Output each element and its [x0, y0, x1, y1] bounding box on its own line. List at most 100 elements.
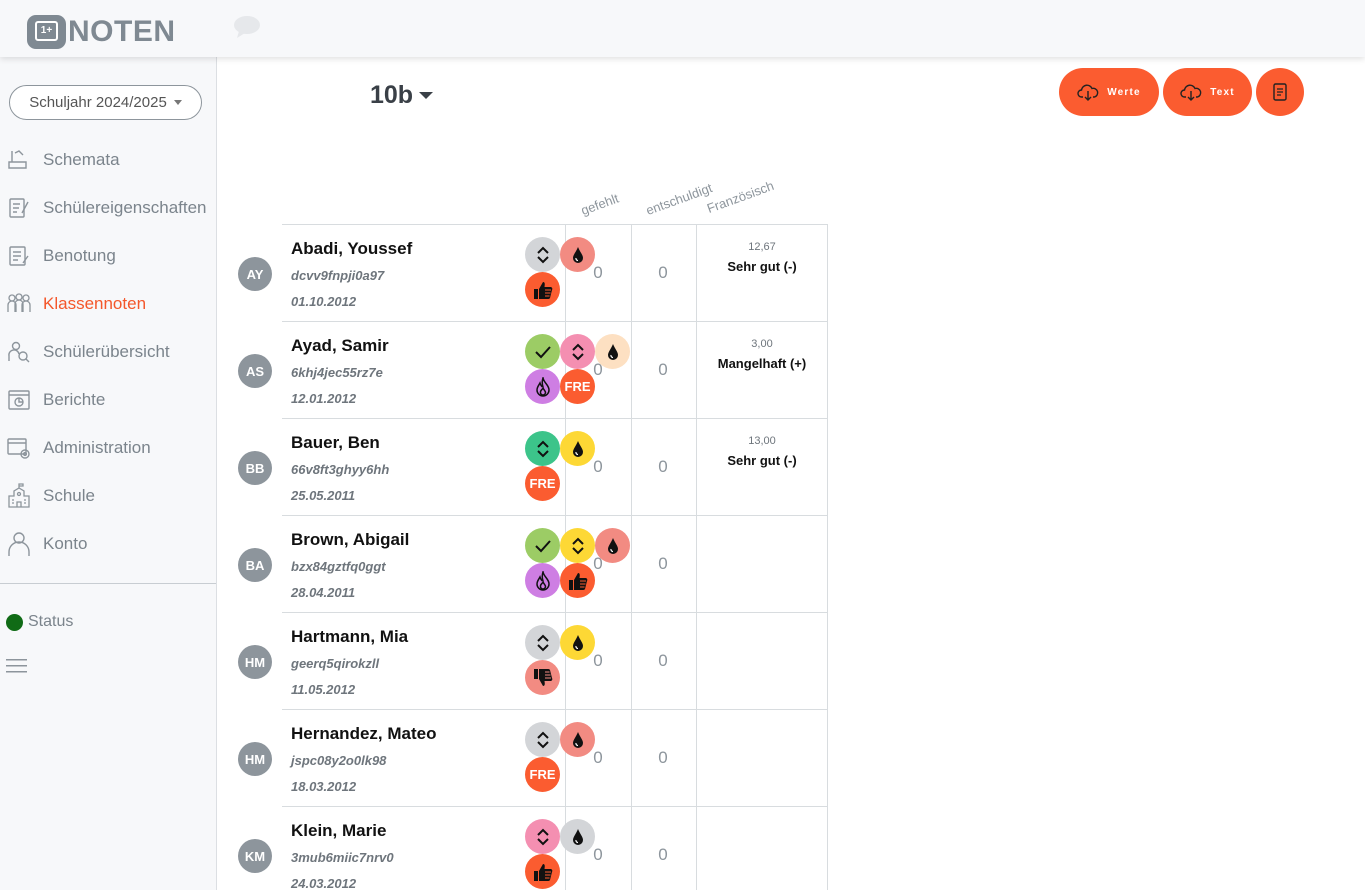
absent-count[interactable]: 0 — [593, 651, 603, 670]
student-name[interactable]: Hernandez, Mateo — [291, 724, 437, 743]
sort-icon[interactable] — [525, 431, 560, 466]
cell-divider — [827, 710, 828, 807]
table-row[interactable]: KM Klein, Marie 3mub6miic7nrv0 24.03.2012 0 0 — [238, 806, 828, 890]
student-name[interactable]: Hartmann, Mia — [291, 627, 409, 646]
cell-divider — [696, 807, 697, 890]
thumbs-up-icon[interactable] — [525, 854, 560, 889]
student-name[interactable]: Abadi, Youssef — [291, 239, 413, 258]
download-values-button[interactable]: Werte — [1059, 68, 1159, 116]
excused-count[interactable]: 0 — [658, 554, 668, 573]
grading-icon — [6, 243, 32, 269]
app-logo[interactable]: 1+ NOTEN — [27, 15, 176, 49]
document-button[interactable] — [1256, 68, 1304, 116]
hamburger-menu-icon[interactable] — [6, 658, 27, 674]
sidebar-item-user[interactable]: Konto — [0, 520, 216, 568]
thumbs-up-icon[interactable] — [525, 272, 560, 307]
subject-badge[interactable]: FRE — [525, 466, 560, 501]
chat-icon[interactable] — [233, 15, 261, 39]
sidebar-item-class-grades[interactable]: Klassennoten — [0, 280, 216, 328]
status-indicator[interactable]: Status — [6, 613, 73, 631]
student-name[interactable]: Ayad, Samir — [291, 336, 389, 355]
student-birthdate: 25.05.2011 — [291, 488, 356, 503]
absent-count[interactable]: 0 — [593, 263, 603, 282]
avatar[interactable]: KM — [238, 839, 272, 873]
drop-icon[interactable] — [560, 431, 595, 466]
student-name[interactable]: Bauer, Ben — [291, 433, 380, 452]
check-icon[interactable] — [525, 528, 560, 563]
sidebar-item-student-search[interactable]: Schülerübersicht — [0, 328, 216, 376]
grade-text[interactable]: Sehr gut (-) — [727, 453, 797, 468]
drop-icon[interactable] — [560, 237, 595, 272]
sort-icon[interactable] — [525, 237, 560, 272]
logo-icon: 1+ — [27, 15, 66, 49]
flame-icon[interactable] — [525, 563, 560, 598]
excused-count[interactable]: 0 — [658, 457, 668, 476]
excused-count[interactable]: 0 — [658, 748, 668, 767]
subject-badge[interactable]: FRE — [560, 369, 595, 404]
cell-divider — [565, 613, 566, 710]
drop-icon[interactable] — [595, 528, 630, 563]
table-row[interactable]: BA Brown, Abigail bzx84gztfq0ggt 28.04.2011… — [238, 515, 828, 613]
excused-count[interactable]: 0 — [658, 360, 668, 379]
sort-icon[interactable] — [560, 528, 595, 563]
table-row[interactable]: AS Ayad, Samir 6khj4jec55rz7e 12.01.2012 0 0 3… — [238, 321, 828, 419]
check-icon[interactable] — [525, 334, 560, 369]
class-name: 10b — [370, 81, 414, 109]
absent-count[interactable]: 0 — [593, 360, 603, 379]
avatar[interactable]: AY — [238, 257, 272, 291]
cell-divider — [565, 710, 566, 807]
sidebar-item-schema[interactable]: Schemata — [0, 136, 216, 184]
student-name[interactable]: Klein, Marie — [291, 821, 387, 840]
absent-count[interactable]: 0 — [593, 748, 603, 767]
chevron-down-icon — [419, 92, 434, 99]
excused-count[interactable]: 0 — [658, 651, 668, 670]
absent-count[interactable]: 0 — [593, 457, 603, 476]
sidebar-item-reports[interactable]: Berichte — [0, 376, 216, 424]
thumbs-up-icon[interactable] — [560, 563, 595, 598]
excused-count[interactable]: 0 — [658, 263, 668, 282]
user-icon — [6, 531, 32, 557]
student-birthdate: 28.04.2011 — [291, 585, 356, 600]
flame-icon[interactable] — [525, 369, 560, 404]
sidebar-item-label: Schülerübersicht — [43, 342, 170, 361]
avatar[interactable]: AS — [238, 354, 272, 388]
sidebar-item-label: Konto — [43, 534, 88, 553]
sidebar-item-admin[interactable]: Administration — [0, 424, 216, 472]
thumbs-down-icon[interactable] — [525, 660, 560, 695]
class-select[interactable]: 10b — [370, 81, 434, 110]
absent-count[interactable]: 0 — [593, 554, 603, 573]
table-row[interactable]: AY Abadi, Youssef dcvv9fnpji0a97 01.10.2012… — [238, 224, 828, 322]
excused-count[interactable]: 0 — [658, 845, 668, 864]
drop-icon[interactable] — [560, 819, 595, 854]
grade-text[interactable]: Mangelhaft (+) — [717, 356, 807, 371]
absent-count[interactable]: 0 — [593, 845, 603, 864]
sidebar-item-grading[interactable]: Benotung — [0, 232, 216, 280]
student-birthdate: 18.03.2012 — [291, 779, 357, 794]
sort-icon[interactable] — [560, 334, 595, 369]
drop-icon[interactable] — [560, 722, 595, 757]
download-text-button[interactable]: Text — [1163, 68, 1252, 116]
grade-text[interactable]: Sehr gut (-) — [727, 259, 797, 274]
cloud-download-icon — [1077, 84, 1099, 101]
avatar[interactable]: BA — [238, 548, 272, 582]
subject-badge[interactable]: FRE — [525, 757, 560, 792]
sort-icon[interactable] — [525, 625, 560, 660]
sidebar-item-label: Benotung — [43, 246, 116, 265]
cell-divider — [696, 322, 697, 419]
avatar[interactable]: HM — [238, 645, 272, 679]
table-row[interactable]: HM Hartmann, Mia geerq5qirokzll 11.05.2012 0… — [238, 612, 828, 710]
school-year-select[interactable]: Schuljahr 2024/2025 — [9, 85, 202, 120]
avatar[interactable]: HM — [238, 742, 272, 776]
drop-icon[interactable] — [560, 625, 595, 660]
sort-icon[interactable] — [525, 819, 560, 854]
student-name[interactable]: Brown, Abigail — [291, 530, 410, 549]
table-row[interactable]: HM Hernandez, Mateo jspc08y2o0lk98 18.03.20… — [238, 709, 828, 807]
cell-divider — [631, 419, 632, 516]
cell-divider — [827, 613, 828, 710]
sidebar-item-school[interactable]: Schule — [0, 472, 216, 520]
sidebar-item-properties[interactable]: Schülereigenschaften — [0, 184, 216, 232]
table-row[interactable]: BB Bauer, Ben 66v8ft3ghyy6hh 25.05.2011 0 0 13… — [238, 418, 828, 516]
drop-icon[interactable] — [595, 334, 630, 369]
sort-icon[interactable] — [525, 722, 560, 757]
avatar[interactable]: BB — [238, 451, 272, 485]
